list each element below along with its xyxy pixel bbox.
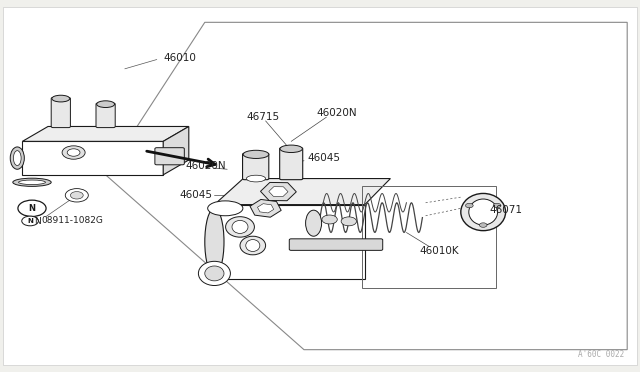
Ellipse shape <box>280 145 302 153</box>
FancyBboxPatch shape <box>51 97 70 128</box>
Circle shape <box>22 216 38 226</box>
Ellipse shape <box>468 199 498 225</box>
Ellipse shape <box>240 236 266 255</box>
Ellipse shape <box>13 178 51 186</box>
Ellipse shape <box>226 217 255 237</box>
Text: A'60C 0022: A'60C 0022 <box>578 350 624 359</box>
Circle shape <box>322 215 337 224</box>
Ellipse shape <box>232 220 248 234</box>
Ellipse shape <box>52 95 70 102</box>
Circle shape <box>70 192 83 199</box>
Ellipse shape <box>10 147 24 169</box>
Text: 46020N: 46020N <box>186 161 226 170</box>
Ellipse shape <box>13 151 21 166</box>
Ellipse shape <box>246 175 266 182</box>
Circle shape <box>65 189 88 202</box>
Circle shape <box>493 203 501 208</box>
Text: 46071: 46071 <box>490 205 523 215</box>
Polygon shape <box>22 141 163 175</box>
Circle shape <box>479 223 487 227</box>
Bar <box>214 205 365 279</box>
Polygon shape <box>22 126 189 141</box>
Circle shape <box>341 217 356 226</box>
Text: 46045: 46045 <box>307 153 340 163</box>
Text: 46010: 46010 <box>163 53 196 62</box>
Ellipse shape <box>243 150 269 158</box>
Polygon shape <box>214 179 390 205</box>
Text: 08911-1082G: 08911-1082G <box>42 217 104 225</box>
Polygon shape <box>106 22 627 350</box>
Ellipse shape <box>198 261 230 286</box>
Text: N: N <box>29 204 35 213</box>
Text: 46010K: 46010K <box>419 246 459 256</box>
Text: N: N <box>34 217 41 226</box>
Text: N: N <box>27 218 33 224</box>
Ellipse shape <box>97 101 115 108</box>
FancyBboxPatch shape <box>155 148 184 165</box>
Circle shape <box>18 200 46 217</box>
Ellipse shape <box>205 266 224 281</box>
FancyBboxPatch shape <box>96 103 115 128</box>
Ellipse shape <box>205 208 224 275</box>
Bar <box>6 19 202 205</box>
FancyBboxPatch shape <box>243 153 269 180</box>
FancyBboxPatch shape <box>280 148 303 180</box>
Circle shape <box>465 203 473 208</box>
FancyBboxPatch shape <box>289 239 383 250</box>
Text: 46715: 46715 <box>246 112 280 122</box>
Ellipse shape <box>461 193 506 231</box>
Ellipse shape <box>207 201 243 216</box>
Ellipse shape <box>306 210 322 236</box>
Text: 46045: 46045 <box>179 190 212 200</box>
Ellipse shape <box>19 180 45 185</box>
Text: 46020N: 46020N <box>317 109 357 118</box>
Circle shape <box>62 146 85 159</box>
Circle shape <box>67 149 80 156</box>
Ellipse shape <box>246 240 260 251</box>
Polygon shape <box>163 126 189 175</box>
